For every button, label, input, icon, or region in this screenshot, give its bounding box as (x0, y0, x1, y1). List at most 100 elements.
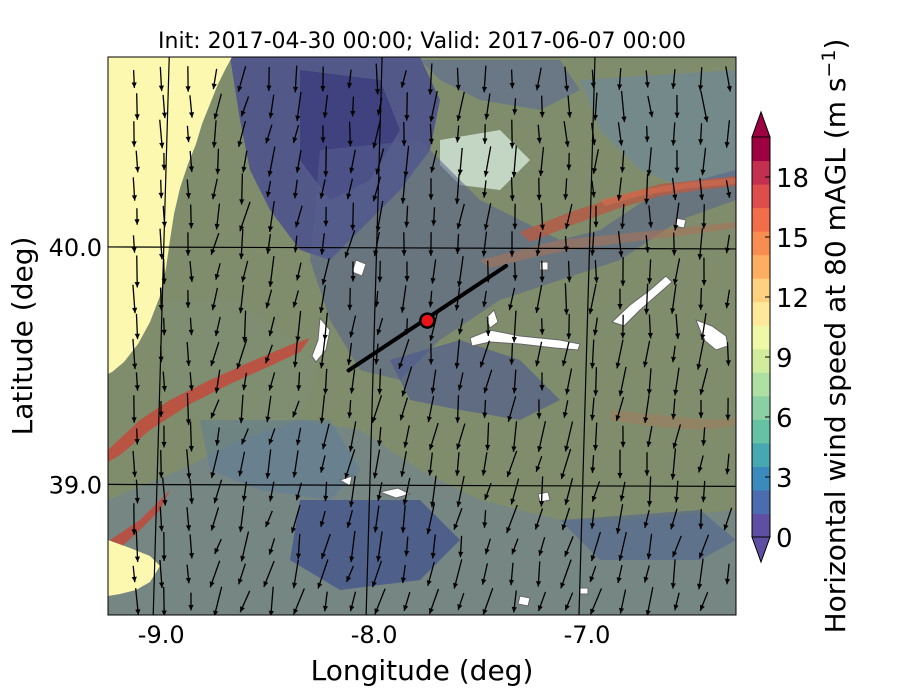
wind-vector (563, 235, 569, 253)
wind-vector (427, 452, 433, 476)
wind-vector (268, 372, 276, 391)
wind-vector (646, 147, 652, 176)
colorbar-tick-label: 18 (776, 164, 809, 194)
wind-vector (561, 507, 571, 531)
colorbar-segment (752, 395, 770, 420)
wind-vector (512, 262, 518, 281)
wind-vector (214, 263, 221, 280)
wind-vector (267, 200, 275, 233)
high-wind-ridge (610, 410, 736, 430)
wind-vector (457, 592, 465, 611)
wind-vector (238, 505, 245, 533)
wind-vector (240, 531, 250, 562)
wind-vector (185, 393, 191, 425)
wind-vector (158, 179, 164, 199)
colorbar-segment (752, 278, 770, 303)
wind-vector (159, 559, 165, 589)
wind-vector (725, 342, 731, 366)
plot-title: Init: 2017-04-30 00:00; Valid: 2017-06-0… (158, 29, 686, 54)
colorbar-label-close: ) (819, 39, 852, 50)
wind-vector (589, 397, 596, 421)
wind-vector (240, 96, 250, 117)
wind-vector (292, 450, 299, 478)
colorbar-tick-label: 9 (776, 344, 793, 374)
wind-vector (346, 178, 354, 200)
high-wind-ridge (480, 222, 736, 268)
wind-speed-region (560, 510, 736, 560)
wind-vector (455, 67, 461, 91)
wind-vector (644, 125, 650, 143)
wind-vector (188, 479, 195, 504)
wind-vector (698, 287, 704, 311)
wind-vector (590, 122, 597, 146)
wind-vector (188, 372, 194, 391)
wind-vector (349, 591, 357, 612)
colorbar-tick-label: 15 (776, 224, 809, 254)
wind-vector (593, 367, 599, 396)
wind-vector (158, 450, 164, 478)
wind-vector (620, 90, 627, 123)
wind-vector (485, 317, 491, 336)
reservoir (537, 491, 551, 503)
wind-vector (159, 119, 165, 149)
wind-vector (214, 538, 222, 555)
wind-vector (321, 423, 330, 450)
wind-vector (131, 70, 137, 88)
wind-vector (458, 535, 464, 558)
wind-vector (134, 208, 140, 225)
wind-vector (724, 453, 731, 475)
x-tick-label: -7.0 (564, 621, 611, 649)
wind-vector (265, 180, 272, 198)
wind-vector (697, 228, 704, 260)
wind-vector (593, 205, 599, 228)
wind-vector (484, 538, 491, 555)
wind-vector (131, 565, 137, 583)
wind-vector (295, 150, 302, 173)
wind-vector (673, 592, 680, 611)
wind-vector (295, 427, 302, 446)
colorbar-segment (752, 207, 770, 232)
wind-vector (457, 318, 464, 335)
wind-vector (511, 310, 517, 343)
wind-vector (320, 66, 326, 92)
wind-vector (617, 288, 623, 310)
wind-vector (536, 399, 542, 419)
colorbar-tick-label: 3 (776, 464, 793, 494)
wind-vector (372, 119, 382, 149)
wind-vector (456, 423, 466, 450)
wind-vector (374, 588, 386, 615)
x-tick-labels: -9.0 -8.0 -7.0 (138, 621, 611, 649)
wind-vector (293, 235, 299, 253)
colorbar-segment (752, 301, 770, 326)
colorbar-segment (752, 137, 770, 162)
wind-vector (185, 507, 192, 531)
wind-vector (534, 284, 543, 314)
wind-vector (456, 91, 465, 122)
wind-vector (188, 592, 194, 611)
wind-vector (131, 395, 137, 423)
wind-vector (592, 317, 599, 336)
wind-vector (619, 481, 626, 502)
wind-vector (564, 478, 574, 505)
wind-vector (295, 91, 302, 122)
wind-vector (292, 290, 299, 308)
wind-vector (376, 531, 383, 562)
wind-vector (241, 481, 248, 502)
wind-vector (537, 421, 547, 452)
wind-vector (511, 145, 517, 178)
wind-vector (482, 180, 488, 198)
wind-vector (456, 475, 465, 508)
wind-vector (670, 559, 676, 589)
wind-vector (347, 400, 353, 418)
wind-vector (509, 177, 515, 201)
wind-vector (239, 173, 245, 205)
wind-vector (697, 67, 704, 91)
wind-vector (646, 368, 653, 395)
wind-vector (670, 69, 677, 89)
wind-vector (399, 397, 409, 421)
wind-vector (673, 367, 680, 396)
wind-vector (536, 124, 542, 144)
colorbar-tick-label: 6 (776, 404, 793, 434)
wind-vector (295, 262, 302, 281)
wind-vector (132, 338, 138, 370)
